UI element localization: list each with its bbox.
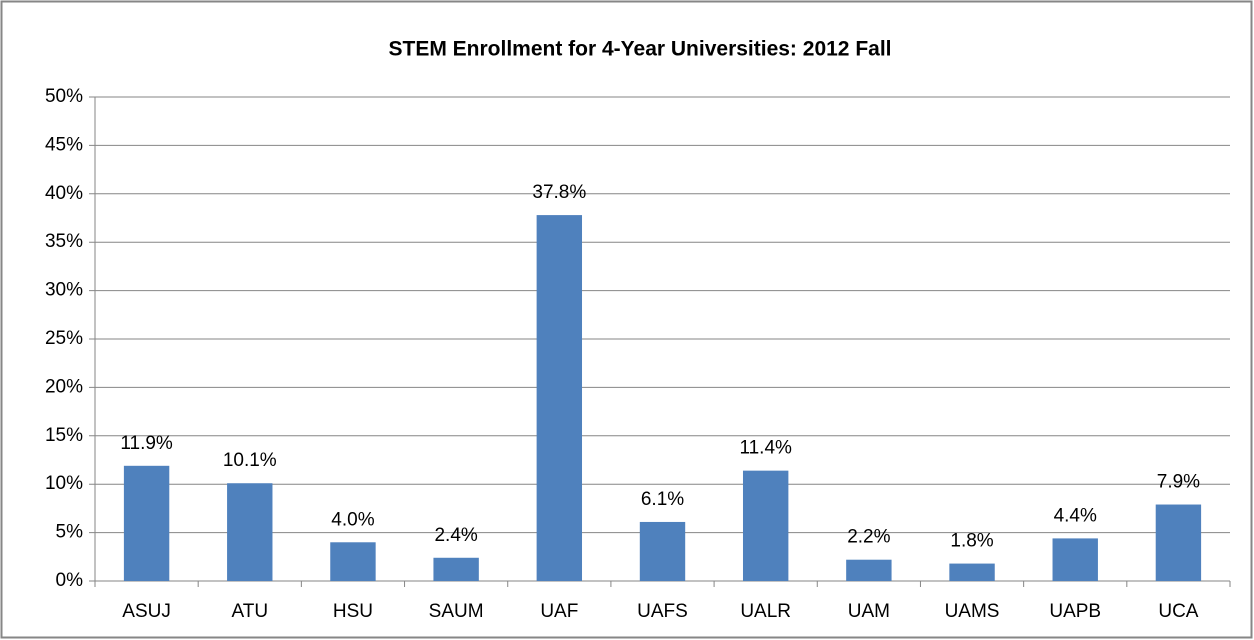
x-tick-label: ASUJ xyxy=(122,601,171,622)
y-tick-label: 20% xyxy=(45,376,83,397)
y-tick-label: 35% xyxy=(45,231,83,252)
x-tick-label: UAM xyxy=(848,601,890,622)
y-tick-label: 45% xyxy=(45,134,83,155)
x-tick-label: SAUM xyxy=(429,601,484,622)
y-tick-label: 25% xyxy=(45,328,83,349)
bar xyxy=(123,465,170,581)
data-label: 6.1% xyxy=(641,489,684,510)
bar xyxy=(742,470,789,581)
data-label: 11.9% xyxy=(120,433,173,454)
y-tick-label: 30% xyxy=(45,280,83,301)
x-tick-label: UAF xyxy=(540,601,578,622)
data-label: 37.8% xyxy=(532,182,586,203)
data-label: 7.9% xyxy=(1157,472,1200,493)
x-tick-label: UCA xyxy=(1158,601,1198,622)
y-tick-label: 40% xyxy=(45,183,83,204)
y-tick-label: 0% xyxy=(56,570,84,591)
x-tick-label: UALR xyxy=(740,601,791,622)
data-label: 4.4% xyxy=(1054,505,1097,526)
x-tick-label: UAPB xyxy=(1049,601,1101,622)
bar xyxy=(949,563,995,581)
bar xyxy=(1155,504,1202,581)
x-tick-label: UAMS xyxy=(945,601,1000,622)
data-label: 1.8% xyxy=(950,531,993,552)
chart-title: STEM Enrollment for 4-Year Universities:… xyxy=(388,38,891,61)
data-label: 2.4% xyxy=(434,525,477,546)
y-tick-label: 5% xyxy=(56,522,84,543)
bar xyxy=(433,557,479,581)
bar xyxy=(330,542,376,581)
data-label: 11.4% xyxy=(739,438,792,459)
y-tick-label: 10% xyxy=(45,473,83,494)
y-tick-label: 15% xyxy=(45,425,83,446)
x-tick-label: HSU xyxy=(333,601,373,622)
bar xyxy=(846,559,892,581)
bar xyxy=(639,521,686,581)
x-tick-label: ATU xyxy=(231,601,268,622)
bar xyxy=(536,215,583,581)
data-label: 2.2% xyxy=(847,527,890,548)
bar xyxy=(227,483,273,581)
x-tick-label: UAFS xyxy=(637,601,688,622)
bar xyxy=(1052,538,1098,581)
y-tick-label: 50% xyxy=(45,86,83,107)
data-label: 4.0% xyxy=(331,509,374,530)
data-label: 10.1% xyxy=(223,450,277,471)
